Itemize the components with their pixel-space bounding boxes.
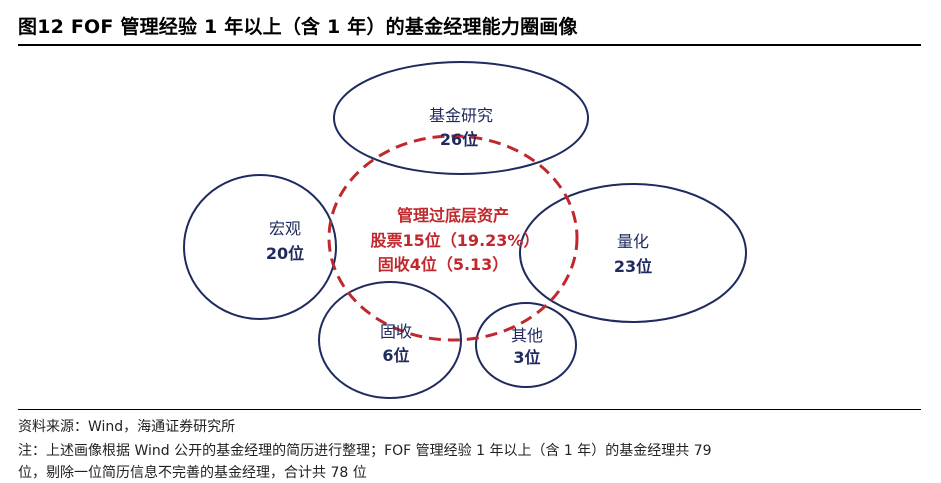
quant-label: 量化 [617,232,649,251]
fixed-income-label: 固收 [380,322,412,341]
circle-fixed-income [318,281,462,399]
figure-title: 图12 FOF 管理经验 1 年以上（含 1 年）的基金经理能力圈画像 [18,16,578,38]
center-fixed-income-stat: 固收4位（5.13） [378,255,509,274]
fixed-income-count: 6位 [382,346,409,365]
circle-research [333,61,589,175]
source-note: 资料来源：Wind，海通证券研究所 [18,419,236,435]
circle-other [475,302,577,388]
title-rule [18,44,921,46]
circle-macro [183,174,337,320]
center-stock-stat: 股票15位（19.23%） [371,231,540,250]
other-count: 3位 [513,348,540,367]
circle-quant [519,183,747,323]
macro-count: 20位 [266,244,304,263]
footer-rule [18,409,921,410]
center-heading: 管理过底层资产 [397,206,509,225]
dashed-circle-underlying-assets [327,134,579,342]
research-label: 基金研究 [429,106,493,125]
research-count: 26位 [440,130,478,149]
footnote-line-1: 注：上述画像根据 Wind 公开的基金经理的简历进行整理；FOF 管理经验 1 … [18,443,712,459]
footnote-line-2: 位，剔除一位简历信息不完善的基金经理，合计共 78 位 [18,465,367,481]
quant-count: 23位 [614,257,652,276]
other-label: 其他 [511,326,543,345]
macro-label: 宏观 [269,219,301,238]
